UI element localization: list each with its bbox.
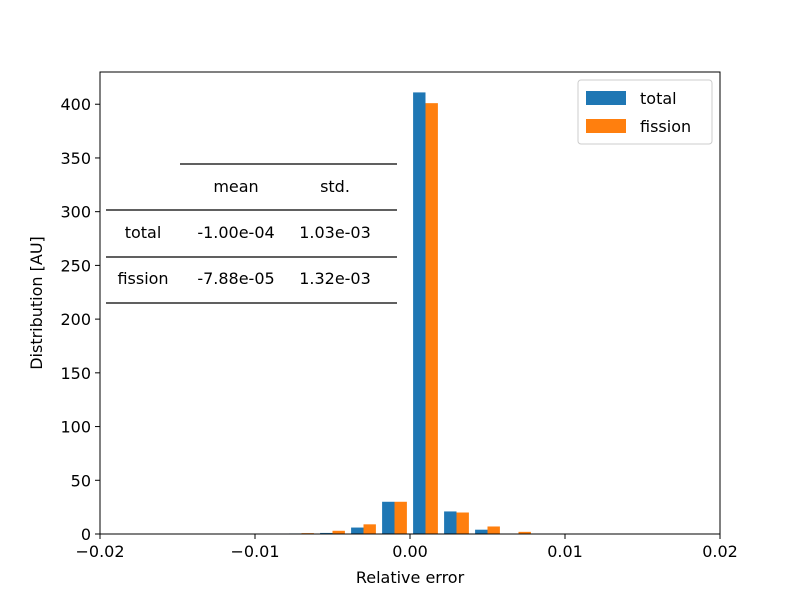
bar-fission-13 bbox=[518, 531, 531, 534]
x-axis-ticks: −0.02 −0.01 0.00 0.01 0.02 bbox=[75, 534, 738, 561]
x-tick-label-2: 0.00 bbox=[392, 542, 428, 561]
y-axis-ticks: 0 50 100 150 200 250 300 350 400 bbox=[60, 95, 100, 544]
y-tick-label-6: 300 bbox=[60, 203, 91, 222]
x-axis-label: Relative error bbox=[356, 568, 465, 587]
legend-label-fission: fission bbox=[640, 117, 691, 136]
y-tick-label-8: 400 bbox=[60, 95, 91, 114]
y-axis-label: Distribution [AU] bbox=[27, 236, 46, 370]
table-cell-1-1: -7.88e-05 bbox=[197, 269, 274, 288]
table-cell-0-0: total bbox=[125, 223, 162, 242]
legend-swatch-total bbox=[586, 91, 626, 105]
table-cell-0-2: 1.03e-03 bbox=[299, 223, 371, 242]
bar-fission-8 bbox=[363, 524, 376, 534]
y-tick-label-0: 0 bbox=[81, 525, 91, 544]
bar-total-12 bbox=[475, 529, 488, 534]
y-tick-label-3: 150 bbox=[60, 364, 91, 383]
bar-total-8 bbox=[351, 527, 364, 534]
table-cell-0-1: -1.00e-04 bbox=[197, 223, 274, 242]
bar-fission-11 bbox=[456, 512, 469, 534]
y-tick-label-7: 350 bbox=[60, 149, 91, 168]
table-header-2: std. bbox=[320, 177, 350, 196]
stats-table: mean std. total -1.00e-04 1.03e-03 fission -7.… bbox=[106, 163, 397, 304]
legend-swatch-fission bbox=[586, 119, 626, 133]
bar-fission-7 bbox=[332, 530, 345, 534]
bar-total-11 bbox=[444, 511, 457, 534]
y-tick-label-2: 100 bbox=[60, 418, 91, 437]
y-tick-label-4: 200 bbox=[60, 310, 91, 329]
legend: total fission bbox=[577, 79, 713, 145]
table-header-1: mean bbox=[213, 177, 258, 196]
x-tick-label-4: 0.02 bbox=[702, 542, 738, 561]
bar-fission-10 bbox=[425, 103, 438, 534]
bar-total-7 bbox=[320, 532, 333, 534]
bars-layer bbox=[270, 92, 531, 534]
legend-label-total: total bbox=[640, 89, 677, 108]
x-tick-label-1: −0.01 bbox=[230, 542, 279, 561]
bar-fission-12 bbox=[487, 526, 500, 534]
y-tick-label-1: 50 bbox=[71, 471, 91, 490]
bar-total-10 bbox=[413, 92, 426, 534]
bar-fission-9 bbox=[394, 501, 407, 534]
table-cell-1-0: fission bbox=[117, 269, 168, 288]
x-tick-label-3: 0.01 bbox=[547, 542, 583, 561]
bar-total-9 bbox=[382, 501, 395, 534]
y-tick-label-5: 250 bbox=[60, 256, 91, 275]
x-tick-label-0: −0.02 bbox=[75, 542, 124, 561]
table-cell-1-2: 1.32e-03 bbox=[299, 269, 371, 288]
